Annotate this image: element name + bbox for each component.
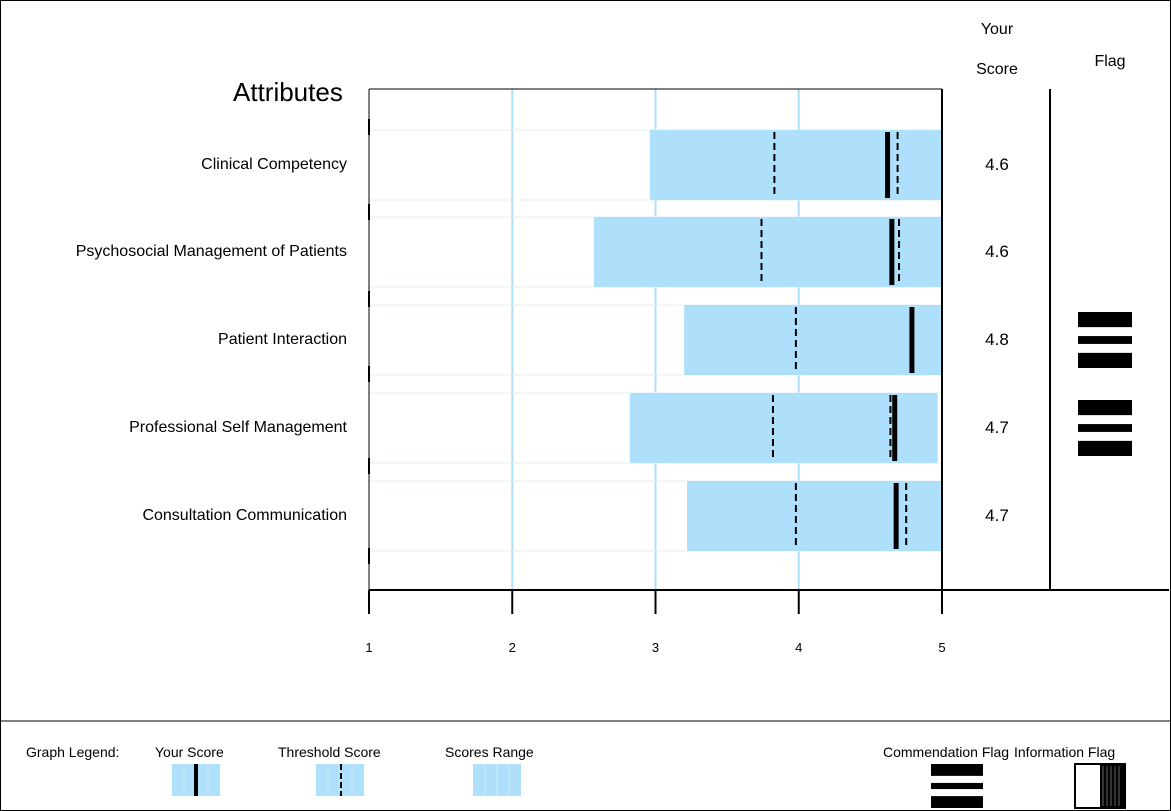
commendation-flag-icon [1078,312,1132,368]
commendation-flag-icon-stripe [1078,431,1132,441]
x-tick-label: 5 [938,640,946,655]
x-tick-label: 2 [508,640,516,655]
score-value: 4.7 [985,418,1009,437]
x-tick-label: 1 [365,640,373,655]
flag-header: Flag [1094,53,1126,70]
score-header-line1: Your [980,21,1014,38]
score-value: 4.8 [985,330,1009,349]
commendation-flag-icon-stripe [1078,415,1132,425]
range-bar [687,481,942,551]
commendation-flag-icon-stripe [1078,327,1132,337]
legend-commendation-icon-stripe [931,789,983,797]
legend-title: Graph Legend: [26,744,120,760]
range-bar [593,217,942,287]
category-label: Consultation Communication [142,507,347,524]
x-tick-label: 4 [795,640,803,655]
category-label: Psychosocial Management of Patients [75,243,347,260]
chart-title: Attributes [233,77,343,107]
legend-commendation-icon-stripe [931,775,983,783]
commendation-flag-icon [1078,400,1132,456]
legend-information-icon-fill [1100,764,1125,808]
range-bar [649,130,942,200]
category-label: Patient Interaction [218,331,347,348]
score-header-line2: Score [976,61,1018,78]
legend-range-label: Scores Range [445,744,534,760]
x-tick-label: 3 [651,640,660,655]
range-bar [629,393,938,463]
range-bar [684,305,942,375]
legend-threshold-label: Threshold Score [278,744,381,760]
legend-your-score-label: Your Score [155,744,224,760]
score-value: 4.6 [985,242,1009,261]
legend-commendation-label: Commendation Flag [883,744,1010,760]
legend-commendation-icon [931,764,983,808]
score-value: 4.7 [985,506,1009,525]
category-label: Clinical Competency [201,156,347,173]
category-label: Professional Self Management [129,419,347,436]
score-value: 4.6 [985,155,1009,174]
legend-information-label: Information Flag [1014,744,1116,760]
commendation-flag-icon-stripe [1078,343,1132,353]
